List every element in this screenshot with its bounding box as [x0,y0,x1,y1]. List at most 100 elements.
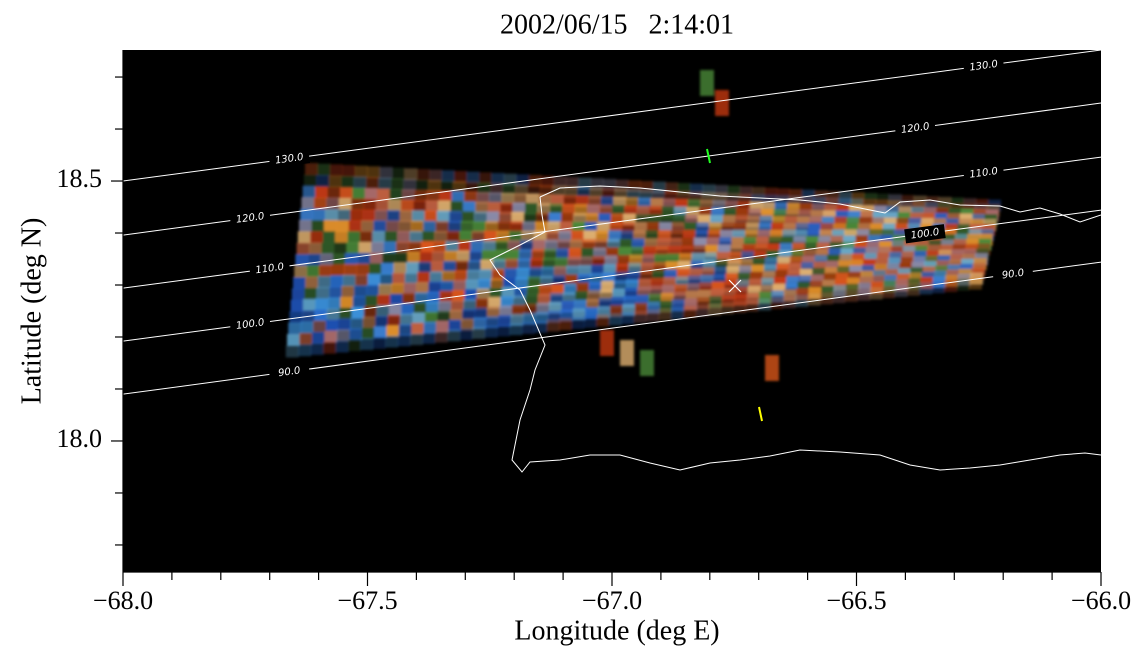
contour-label: 100.0 [910,227,940,242]
radar-cell [968,277,982,290]
radar-cell [439,190,453,203]
radar-cell [670,307,684,320]
radar-cell [529,267,542,280]
radar-cell [339,187,353,200]
radar-cell [539,184,553,197]
radar-cell [460,318,474,331]
radar-cell [512,202,526,215]
x-tick-label: −67.5 [337,586,397,615]
radar-cell [704,252,718,265]
radar-cell [765,355,779,381]
radar-cell [361,220,375,233]
radar-cell [306,265,320,278]
radar-cell [454,270,468,283]
radar-cell [397,231,411,243]
radar-cell [508,230,522,243]
radar-cell [390,178,404,191]
contour-label: 90.0 [1001,268,1025,282]
radar-cell [498,211,512,224]
radar-cell [356,263,370,276]
radar-cell [492,259,506,272]
x-tick-label: −68.0 [93,586,153,615]
radar-cell [342,274,356,287]
radar-cell [426,301,439,314]
radar-cell [482,240,496,253]
radar-cell [559,318,572,331]
radar-cell [403,282,417,295]
contour-label: 120.0 [900,121,930,136]
radar-cell [683,305,697,318]
radar-cell [460,220,474,233]
radar-cell [633,310,647,323]
radar-cell [487,201,501,214]
radar-cell [353,176,367,189]
radar-cell [349,209,363,222]
radar-cell [360,338,374,350]
radar-cell [366,284,380,297]
radar-cell [472,326,486,339]
radar-cell [446,230,460,243]
radar-cell [531,248,545,261]
radar-cell [351,198,365,211]
cross-marker [728,279,742,293]
radar-cell [291,288,305,301]
radar-cell [807,293,821,306]
radar-cell [305,163,318,175]
radar-cell [329,286,343,299]
contour-label-bg [992,264,1034,284]
radar-cell [289,311,303,324]
radar-cell [393,262,407,275]
radar-cell [498,315,512,327]
radar-cell [302,185,316,198]
radar-cell [347,231,361,244]
radar-cell [700,70,714,96]
radar-cell [450,200,464,213]
radar-cell [373,326,387,339]
radar-cell [438,300,452,313]
radar-cell [505,258,519,271]
contour-label-bg [268,149,311,169]
radar-cell [355,274,369,287]
x-tick-label: −67.0 [582,586,642,615]
contour-label-bg [248,258,291,279]
radar-cell [298,344,312,357]
radar-cell [517,258,531,271]
radar-cell [325,209,338,221]
radar-cell [424,210,438,223]
radar-cell [299,220,312,232]
radar-cell [413,302,427,315]
radar-cell [440,280,454,293]
radar-cell [316,287,330,300]
radar-cell [526,193,540,206]
radar-cell [383,241,397,254]
radar-cell [402,189,415,202]
radar-cell [340,296,354,309]
contour-label-bg [268,362,311,382]
radar-cell [720,302,734,315]
radar-cell [476,191,490,204]
radar-cell [377,294,391,307]
radar-cell [316,174,330,187]
radar-cell [365,177,379,190]
radar-cell [300,208,314,221]
radar-cell [410,333,423,346]
radar-cell [336,329,350,342]
radar-cell [466,171,480,184]
radar-cell [437,310,451,323]
radar-cell [416,169,430,181]
radar-cell [658,308,672,321]
x-tick-label: −66.5 [826,586,886,615]
contour-label-bg [904,224,946,244]
radar-cell [324,330,338,343]
radar-cell [323,220,337,233]
radar-cell [521,321,535,334]
radar-cell [310,342,324,355]
radar-cell [311,331,325,344]
radar-cell [439,290,453,303]
radar-cell [328,175,342,188]
radar-cell [456,250,470,263]
radar-cell [906,283,920,296]
radar-cell [819,292,833,305]
radar-cell [931,281,945,294]
radar-cell [479,269,493,282]
